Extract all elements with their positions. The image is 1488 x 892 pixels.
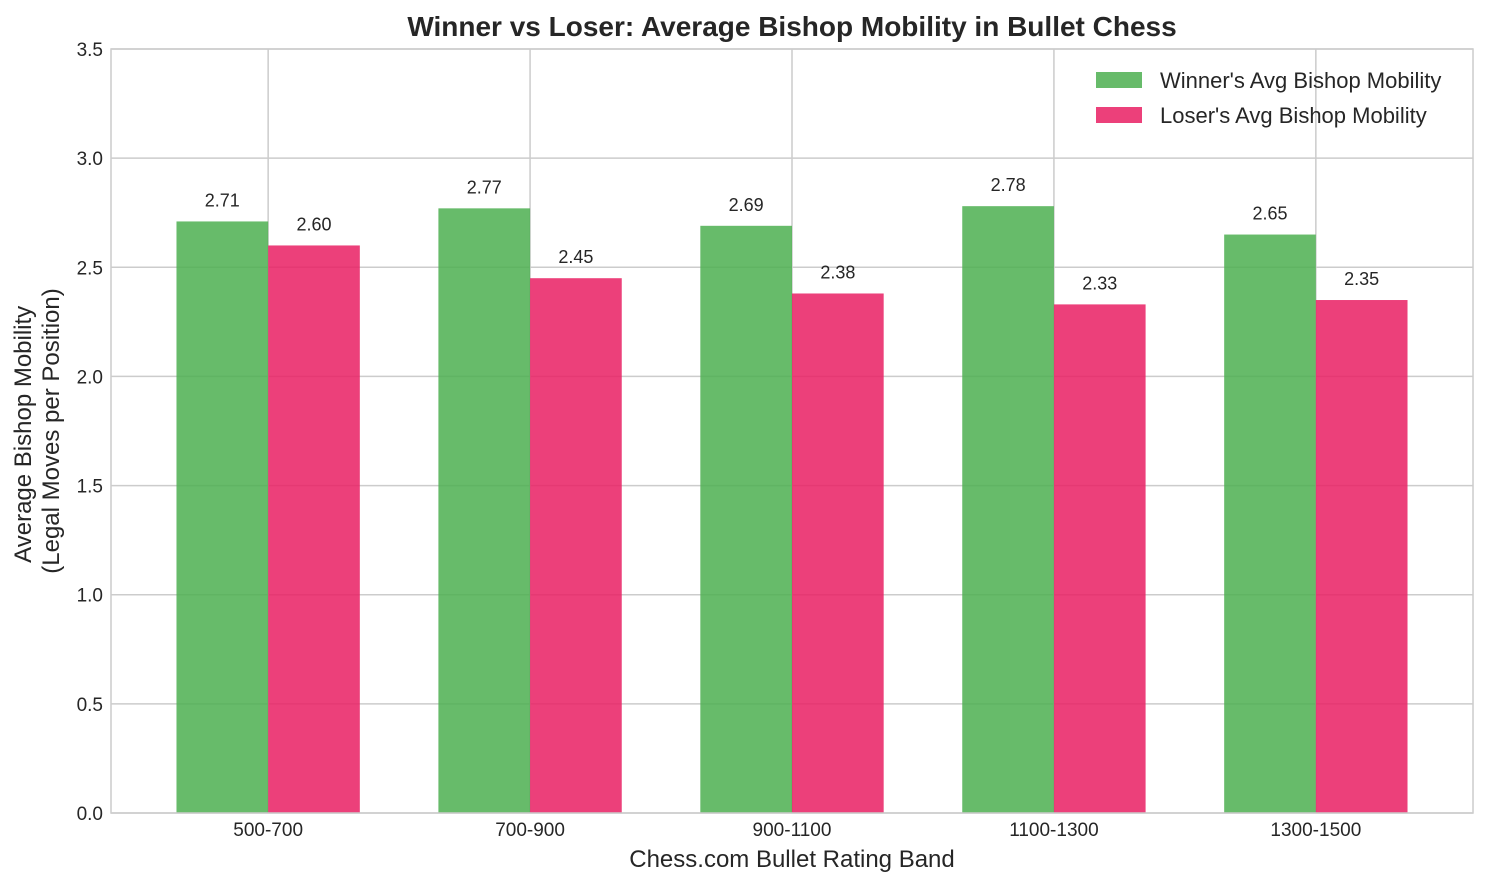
loser-bar-1300-1500	[1315, 300, 1408, 813]
x-tick-label: 1100-1300	[1009, 820, 1098, 841]
y-axis-label: Average Bishop Mobility (Legal Moves per…	[10, 288, 65, 573]
winner-bar-700-900	[438, 208, 531, 813]
loser-value-label: 2.60	[296, 214, 331, 234]
winner-value-label: 2.69	[729, 195, 764, 215]
winner-bar-1300-1500	[1224, 234, 1316, 814]
y-tick-label: 2.5	[77, 258, 103, 279]
x-axis-label: Chess.com Bullet Rating Band	[629, 846, 955, 873]
x-tick-label: 900-1100	[753, 820, 832, 841]
legend-swatch-winner	[1096, 72, 1142, 88]
x-tick-label: 1300-1500	[1270, 820, 1361, 841]
loser-bar-1100-1300	[1053, 304, 1146, 813]
chart-title: Winner vs Loser: Average Bishop Mobility…	[407, 11, 1176, 42]
loser-value-label: 2.33	[1082, 273, 1117, 293]
y-tick-label: 2.0	[77, 367, 103, 388]
y-tick-label: 1.5	[77, 477, 103, 498]
winner-value-label: 2.65	[1252, 204, 1287, 224]
loser-value-label: 2.38	[820, 262, 855, 282]
y-tick-label: 3.5	[77, 40, 103, 61]
loser-bar-700-900	[530, 278, 622, 813]
winner-bar-900-1100	[700, 225, 792, 814]
legend-label-winner: Winner's Avg Bishop Mobility	[1160, 68, 1441, 93]
bars	[176, 206, 1408, 814]
loser-value-label: 2.35	[1344, 269, 1379, 289]
legend: Winner's Avg Bishop Mobility Loser's Avg…	[1096, 68, 1441, 128]
y-tick-label: 0.5	[77, 695, 103, 716]
winner-value-label: 2.78	[991, 175, 1026, 195]
y-tick-label: 3.0	[77, 149, 103, 170]
x-axis-ticks: 500-700 700-900 900-1100 1100-1300 1300-1500	[233, 820, 1361, 841]
x-tick-label: 500-700	[233, 820, 303, 841]
y-tick-label: 1.0	[77, 586, 103, 607]
value-labels: 2.71 2.77 2.69 2.78 2.65 2.60 2.45 2.38 2.33 2.35	[205, 175, 1379, 293]
legend-label-loser: Loser's Avg Bishop Mobility	[1160, 103, 1427, 128]
y-axis-label-line1: Average Bishop Mobility	[10, 306, 37, 563]
legend-swatch-loser	[1096, 107, 1142, 123]
loser-bar-900-1100	[792, 293, 884, 814]
winner-bar-1100-1300	[962, 206, 1054, 813]
winner-value-label: 2.77	[467, 177, 502, 197]
y-axis-label-line2: (Legal Moves per Position)	[38, 288, 65, 573]
x-tick-label: 700-900	[495, 820, 565, 841]
y-tick-label: 0.0	[77, 804, 103, 825]
plot-frame	[110, 48, 1474, 814]
loser-value-label: 2.45	[558, 247, 593, 267]
winner-bar-500-700	[176, 221, 269, 814]
loser-bar-500-700	[268, 245, 360, 813]
winner-value-label: 2.71	[205, 190, 240, 210]
y-axis-ticks: 0.0 0.5 1.0 1.5 2.0 2.5 3.0 3.5	[77, 40, 103, 825]
